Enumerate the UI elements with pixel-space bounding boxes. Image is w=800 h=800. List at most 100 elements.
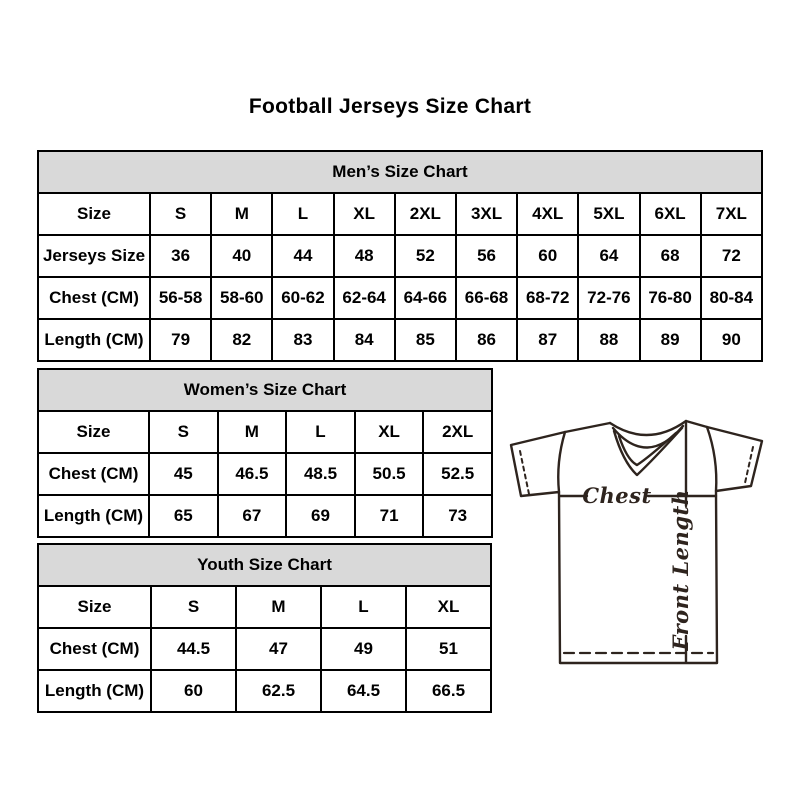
cell: 64 [577,234,641,278]
jersey-outline [509,419,764,665]
table-row: Length (CM) 79 82 83 84 85 86 87 88 89 9… [37,318,764,362]
cell: 50.5 [353,452,425,496]
table-row: Jerseys Size 36 40 44 48 52 56 60 64 68 … [37,234,764,278]
cell: 2XL [393,192,457,236]
cell: 72-76 [577,276,641,320]
cell: M [235,585,322,629]
mens-table-title: Men’s Size Chart [37,150,763,194]
row-label: Size [37,585,152,629]
cell: 48.5 [285,452,356,496]
row-label: Size [37,410,150,454]
cell: 48 [332,234,396,278]
cell: S [148,410,219,454]
cell: XL [353,410,425,454]
cell: 51 [405,627,492,671]
right-cuff-dashed-line [744,446,754,484]
cell: 56 [454,234,519,278]
row-label: Length (CM) [37,669,152,713]
table-row: Chest (CM) 45 46.5 48.5 50.5 52.5 [37,452,493,496]
cell: 66-68 [454,276,519,320]
page-title: Football Jerseys Size Chart [248,95,532,118]
table-row: Size S M L XL [37,585,492,629]
womens-table-title: Women’s Size Chart [37,368,493,412]
row-label: Chest (CM) [37,627,152,671]
cell: 52 [393,234,457,278]
front-length-measure-label: Front Length [668,490,693,652]
cell: S [148,192,213,236]
cell: 60 [150,669,237,713]
cell: 49 [320,627,407,671]
table-row: Length (CM) 60 62.5 64.5 66.5 [37,669,492,713]
collar-back-line [608,419,688,437]
cell: 69 [285,494,356,538]
cell: 85 [393,318,457,362]
cell: 44.5 [150,627,237,671]
cell: 82 [210,318,274,362]
cell: 73 [422,494,493,538]
cell: XL [332,192,396,236]
cell: 3XL [454,192,519,236]
row-label: Length (CM) [37,318,151,362]
cell: 65 [148,494,219,538]
cell: 2XL [422,410,493,454]
cell: 72 [699,234,764,278]
row-label: Jerseys Size [37,234,151,278]
cell: 5XL [577,192,641,236]
cell: 62.5 [235,669,322,713]
cell: 62-64 [332,276,396,320]
cell: 44 [271,234,335,278]
cell: 45 [148,452,219,496]
right-armhole-seam [705,425,718,493]
cell: 60-62 [271,276,335,320]
left-armhole-seam [557,430,567,494]
cell: 36 [148,234,213,278]
cell: 79 [148,318,213,362]
cell: M [210,192,274,236]
cell: 87 [516,318,580,362]
cell: 67 [216,494,288,538]
youth-size-table: Youth Size Chart Size S M L XL Chest (CM… [37,543,492,713]
cell: 47 [235,627,322,671]
cell: 90 [699,318,764,362]
cell: 68-72 [516,276,580,320]
cell: 89 [638,318,702,362]
cell: 83 [271,318,335,362]
cell: 66.5 [405,669,492,713]
youth-table-title: Youth Size Chart [37,543,492,587]
table-header-row: Youth Size Chart [37,543,492,587]
cell: S [150,585,237,629]
cell: L [320,585,407,629]
cell: XL [405,585,492,629]
cell: L [271,192,335,236]
table-header-row: Men’s Size Chart [37,150,763,194]
row-label: Size [37,192,151,236]
table-header-row: Women’s Size Chart [37,368,493,412]
cell: 4XL [516,192,580,236]
table-row: Chest (CM) 44.5 47 49 51 [37,627,492,671]
row-label: Chest (CM) [37,276,151,320]
vneck-inner-line [617,431,678,467]
cell: 52.5 [422,452,493,496]
table-row: Size S M L XL 2XL 3XL 4XL 5XL 6XL 7XL [37,192,764,236]
cell: 64-66 [393,276,457,320]
table-row: Chest (CM) 56-58 58-60 60-62 62-64 64-66… [37,276,764,320]
chest-measure-label: Chest [582,483,651,508]
cell: 46.5 [216,452,288,496]
cell: 64.5 [320,669,407,713]
mens-size-table: Men’s Size Chart Size S M L XL 2XL 3XL 4… [37,150,764,362]
womens-size-table: Women’s Size Chart Size S M L XL 2XL Che… [37,368,493,538]
cell: 88 [577,318,641,362]
table-row: Size S M L XL 2XL [37,410,493,454]
row-label: Chest (CM) [37,452,150,496]
left-cuff-dashed-line [519,450,530,495]
cell: 84 [332,318,396,362]
cell: 86 [454,318,519,362]
vneck-outer-line [612,426,684,477]
cell: 7XL [699,192,764,236]
cell: 58-60 [210,276,274,320]
cell: L [285,410,356,454]
cell: 40 [210,234,274,278]
row-label: Length (CM) [37,494,150,538]
table-row: Length (CM) 65 67 69 71 73 [37,494,493,538]
